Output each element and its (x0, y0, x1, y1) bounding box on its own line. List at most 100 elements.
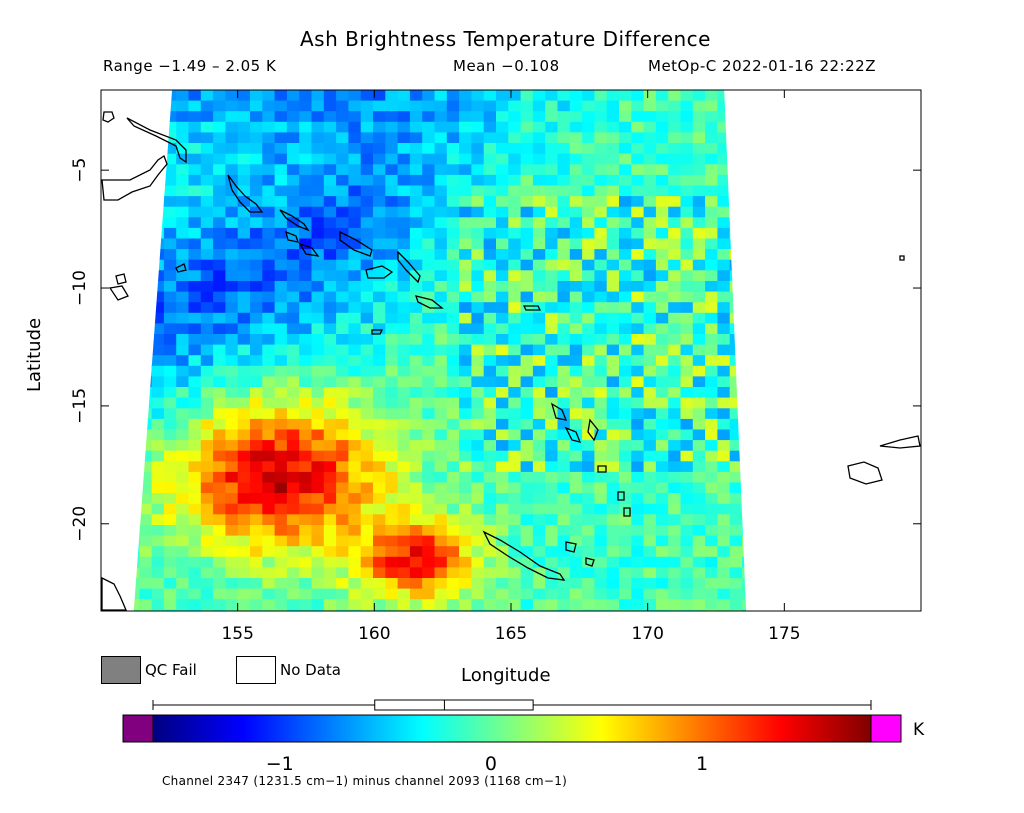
heatmap-cell (545, 249, 559, 261)
heatmap-cell (532, 259, 546, 271)
heatmap-cell (188, 174, 202, 187)
heatmap-cell (459, 302, 472, 314)
heatmap-cell (373, 90, 386, 102)
heatmap-cell (373, 387, 386, 399)
heatmap-cell (680, 556, 694, 568)
heatmap-cell (133, 249, 140, 261)
heatmap-cell (459, 100, 472, 112)
heatmap-cell (532, 227, 546, 240)
heatmap-cell (692, 334, 706, 346)
heatmap-cell (409, 578, 423, 590)
heatmap-cell (483, 546, 497, 558)
heatmap-cell (274, 238, 288, 250)
heatmap-cell (250, 493, 263, 505)
heatmap-cell (133, 100, 140, 112)
heatmap-cell (705, 302, 718, 314)
heatmap-cell (311, 397, 325, 409)
heatmap-cell (213, 397, 226, 409)
heatmap-cell (151, 291, 165, 303)
heatmap-cell (446, 259, 460, 271)
heatmap-cell (668, 185, 682, 197)
heatmap-cell (692, 493, 706, 505)
heatmap-cell (188, 556, 202, 568)
heatmap-cell (594, 302, 608, 314)
heatmap-cell (742, 620, 755, 631)
heatmap-cell (680, 323, 694, 335)
heatmap-cell (200, 461, 214, 473)
heatmap-cell (336, 270, 349, 282)
heatmap-cell (163, 312, 177, 324)
heatmap-cell (643, 599, 657, 611)
heatmap-cell (643, 111, 657, 123)
heatmap-cell (434, 365, 448, 377)
heatmap-cell (115, 164, 128, 175)
heatmap-cell (323, 493, 337, 505)
heatmap-cell (133, 397, 140, 409)
heatmap-cell (434, 429, 448, 441)
heatmap-cell (471, 535, 485, 547)
heatmap-cell (446, 344, 460, 356)
heatmap-cell (680, 227, 694, 240)
heatmap-cell (250, 482, 263, 494)
heatmap-cell (520, 143, 534, 155)
heatmap-cell (115, 132, 128, 143)
heatmap-cell (705, 620, 718, 631)
heatmap-cell (569, 556, 583, 568)
heatmap-cell (311, 111, 325, 123)
heatmap-cell (619, 100, 632, 112)
heatmap-cell (163, 429, 177, 441)
heatmap-cell (336, 302, 349, 314)
heatmap-cell (471, 620, 484, 631)
heatmap-cell (446, 450, 460, 462)
heatmap-cell (680, 206, 694, 218)
heatmap-cell (446, 503, 460, 515)
heatmap-cell (397, 334, 411, 346)
heatmap-cell (483, 121, 497, 133)
heatmap-cell (483, 334, 497, 346)
heatmap-cell (483, 418, 497, 431)
heatmap-cell (557, 609, 571, 611)
heatmap-cell (299, 503, 313, 515)
heatmap-cell (225, 461, 239, 473)
heatmap-cell (496, 418, 509, 431)
heatmap-cell (594, 121, 608, 133)
heatmap-cell (705, 270, 718, 282)
heatmap-cell (532, 312, 546, 324)
heatmap-cell (324, 620, 337, 631)
heatmap-cell (286, 153, 300, 165)
heatmap-cell (115, 376, 128, 387)
heatmap-cell (557, 291, 571, 303)
heatmap-cell (594, 206, 608, 218)
heatmap-cell (446, 270, 460, 282)
heatmap-cell (471, 312, 485, 324)
heatmap-cell (446, 482, 460, 494)
heatmap-cell (692, 440, 706, 452)
heatmap-cell (262, 376, 276, 388)
heatmap-cell (274, 461, 288, 473)
heatmap-cell (606, 535, 620, 547)
heatmap-cell (446, 174, 460, 187)
heatmap-cell (434, 227, 448, 240)
heatmap-cell (532, 334, 546, 346)
heatmap-cell (286, 493, 300, 505)
heatmap-cell (163, 450, 177, 462)
heatmap-cell (373, 302, 386, 314)
heatmap-cell (754, 483, 767, 494)
heatmap-cell (692, 376, 706, 388)
heatmap-cell (557, 185, 571, 197)
heatmap-cell (532, 525, 546, 537)
heatmap-cell (446, 121, 460, 133)
heatmap-cell (151, 397, 165, 409)
heatmap-cell (520, 164, 534, 176)
heatmap-cell (176, 482, 190, 494)
heatmap-cell (237, 206, 251, 218)
heatmap-cell (262, 302, 276, 314)
heatmap-cell (250, 132, 263, 144)
heatmap-cell (422, 450, 436, 462)
heatmap-cell (471, 227, 485, 240)
x-tick-label: 175 (768, 624, 800, 644)
heatmap-cell (286, 556, 300, 568)
heatmap-cell (286, 461, 300, 473)
heatmap-cell (655, 588, 669, 600)
heatmap-cell (225, 450, 239, 462)
